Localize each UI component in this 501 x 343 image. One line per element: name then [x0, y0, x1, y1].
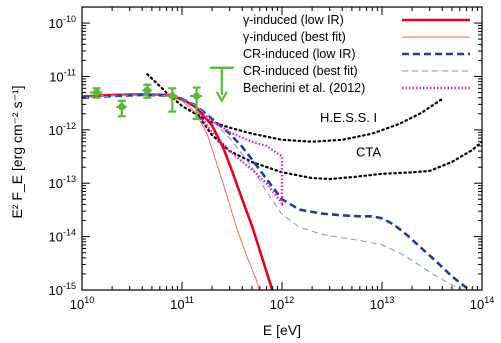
data-point-4 — [189, 86, 203, 121]
x-tick-label: 1013 — [370, 295, 394, 312]
legend-label-0: γ-induced (low IR) — [243, 13, 344, 27]
marker — [93, 88, 101, 97]
legend-label-4: Becherini et al. (2012) — [243, 81, 365, 95]
y-tick-label: 10-13 — [49, 174, 76, 191]
y-tick-label: 10-11 — [49, 67, 76, 84]
marker — [118, 103, 126, 111]
becherini-band — [198, 111, 284, 207]
axis-layer: 1010 1011 1012 1013 1014 10-10 10-11 10-12 10-13… — [49, 6, 494, 312]
y-tick-label: 10-12 — [49, 121, 76, 138]
data-point-0 — [89, 87, 103, 99]
marker — [168, 92, 176, 100]
series-line-0 — [82, 93, 274, 290]
data-point-3 — [166, 87, 178, 113]
marker — [143, 86, 151, 94]
legend: γ-induced (low IR) γ-induced (best fit) CR… — [243, 13, 470, 95]
annotation-1: CTA — [356, 144, 381, 159]
legend-label-1: γ-induced (best fit) — [243, 30, 346, 44]
x-tick-label: 1011 — [170, 295, 194, 312]
sensitivity-curve-0 — [146, 73, 444, 143]
upper-limit — [209, 66, 234, 104]
data-point-1 — [116, 99, 127, 118]
y-tick-label: 10-14 — [49, 228, 76, 245]
x-tick-label: 1012 — [270, 295, 294, 312]
data-point-2 — [142, 83, 152, 99]
y-tick-label: 10-15 — [49, 281, 76, 298]
y-axis-label: E² F_E [erg cm⁻² s⁻¹] — [9, 85, 25, 218]
y-tick-label: 10-10 — [49, 14, 76, 31]
series-line-3 — [82, 94, 465, 290]
legend-label-2: CR-induced (low IR) — [243, 47, 356, 61]
upper-limit-arrow-icon — [215, 91, 228, 104]
legend-label-3: CR-induced (best fit) — [243, 64, 358, 78]
x-axis-label: E [eV] — [263, 322, 301, 338]
marker — [193, 92, 201, 100]
x-tick-label: 1014 — [470, 295, 494, 312]
annotation-0: H.E.S.S. I — [320, 110, 377, 125]
data-points-layer — [89, 66, 234, 121]
series-line-2 — [82, 93, 475, 290]
x-tick-label: 1010 — [70, 295, 94, 312]
